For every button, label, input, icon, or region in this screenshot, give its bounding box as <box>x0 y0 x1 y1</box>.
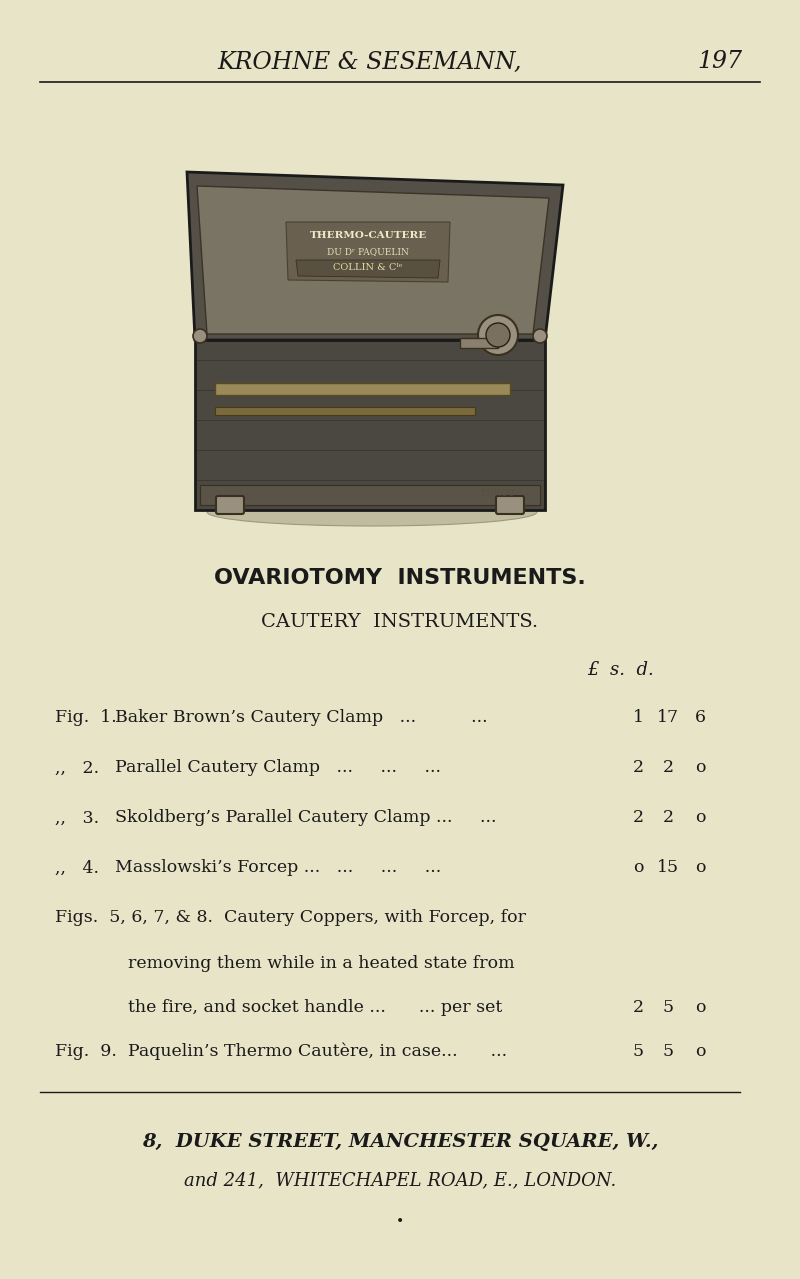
Text: Skoldberg’s Parallel Cautery Clamp ...     ...: Skoldberg’s Parallel Cautery Clamp ... .… <box>115 810 497 826</box>
Text: 5: 5 <box>633 1042 643 1059</box>
Text: 1: 1 <box>633 710 643 726</box>
Bar <box>460 338 498 348</box>
Text: Fig.  9.  Paquelin’s Thermo Cautère, in case...      ...: Fig. 9. Paquelin’s Thermo Cautère, in ca… <box>55 1042 507 1060</box>
Text: the fire, and socket handle ...      ... per set: the fire, and socket handle ... ... per … <box>128 999 502 1016</box>
Bar <box>215 407 475 414</box>
Text: removing them while in a heated state from: removing them while in a heated state fr… <box>128 954 514 972</box>
Text: Masslowski’s Forcep ...   ...     ...     ...: Masslowski’s Forcep ... ... ... ... <box>115 859 442 876</box>
Text: 2: 2 <box>633 999 643 1016</box>
Text: 6: 6 <box>694 710 706 726</box>
Text: o: o <box>694 999 706 1016</box>
Text: THERMO-CAUTERE: THERMO-CAUTERE <box>310 230 426 239</box>
FancyBboxPatch shape <box>496 496 524 514</box>
Text: 17: 17 <box>657 710 679 726</box>
Text: •: • <box>396 1215 404 1229</box>
Text: DU Dʳ PAQUELIN: DU Dʳ PAQUELIN <box>327 248 409 257</box>
Text: Parallel Cautery Clamp   ...     ...     ...: Parallel Cautery Clamp ... ... ... <box>115 760 441 776</box>
Circle shape <box>533 329 547 343</box>
Polygon shape <box>197 185 549 334</box>
Text: 5: 5 <box>662 999 674 1016</box>
Text: Baker Brown’s Cautery Clamp   ...          ...: Baker Brown’s Cautery Clamp ... ... <box>115 710 488 726</box>
Circle shape <box>478 315 518 356</box>
Text: o: o <box>694 859 706 876</box>
Text: 197: 197 <box>698 50 742 73</box>
FancyBboxPatch shape <box>216 496 244 514</box>
Bar <box>215 382 510 395</box>
Text: o: o <box>694 810 706 826</box>
Text: £  s.  d.: £ s. d. <box>586 661 654 679</box>
Polygon shape <box>286 223 450 281</box>
Circle shape <box>193 329 207 343</box>
Circle shape <box>486 324 510 347</box>
Text: PEROT: PEROT <box>480 489 516 498</box>
Text: OVARIOTOMY  INSTRUMENTS.: OVARIOTOMY INSTRUMENTS. <box>214 568 586 588</box>
Text: o: o <box>633 859 643 876</box>
Text: ,,   3.: ,, 3. <box>55 810 99 826</box>
Text: 15: 15 <box>657 859 679 876</box>
Text: o: o <box>694 1042 706 1059</box>
Text: Figs.  5, 6, 7, & 8.  Cautery Coppers, with Forcep, for: Figs. 5, 6, 7, & 8. Cautery Coppers, wit… <box>55 909 526 926</box>
Text: Fig.  1.: Fig. 1. <box>55 710 117 726</box>
Text: 5: 5 <box>662 1042 674 1059</box>
Text: 8,  DUKE STREET, MANCHESTER SQUARE, W.,: 8, DUKE STREET, MANCHESTER SQUARE, W., <box>142 1133 658 1151</box>
Text: 9: 9 <box>198 247 212 269</box>
Polygon shape <box>187 171 563 340</box>
Text: o: o <box>694 760 706 776</box>
Text: 2: 2 <box>662 760 674 776</box>
Text: COLLIN & Cᴵᵉ: COLLIN & Cᴵᵉ <box>334 263 402 272</box>
Text: CAUTERY  INSTRUMENTS.: CAUTERY INSTRUMENTS. <box>262 613 538 631</box>
Text: 2: 2 <box>633 810 643 826</box>
Text: 2: 2 <box>662 810 674 826</box>
Polygon shape <box>296 260 440 278</box>
Text: and 241,  WHITECHAPEL ROAD, E., LONDON.: and 241, WHITECHAPEL ROAD, E., LONDON. <box>184 1172 616 1189</box>
Bar <box>200 485 540 505</box>
Text: 2: 2 <box>633 760 643 776</box>
Ellipse shape <box>207 498 537 526</box>
Text: ,,   2.: ,, 2. <box>55 760 99 776</box>
Bar <box>195 340 545 510</box>
Text: ,,   4.: ,, 4. <box>55 859 99 876</box>
Text: KROHNE & SESEMANN,: KROHNE & SESEMANN, <box>218 50 522 73</box>
